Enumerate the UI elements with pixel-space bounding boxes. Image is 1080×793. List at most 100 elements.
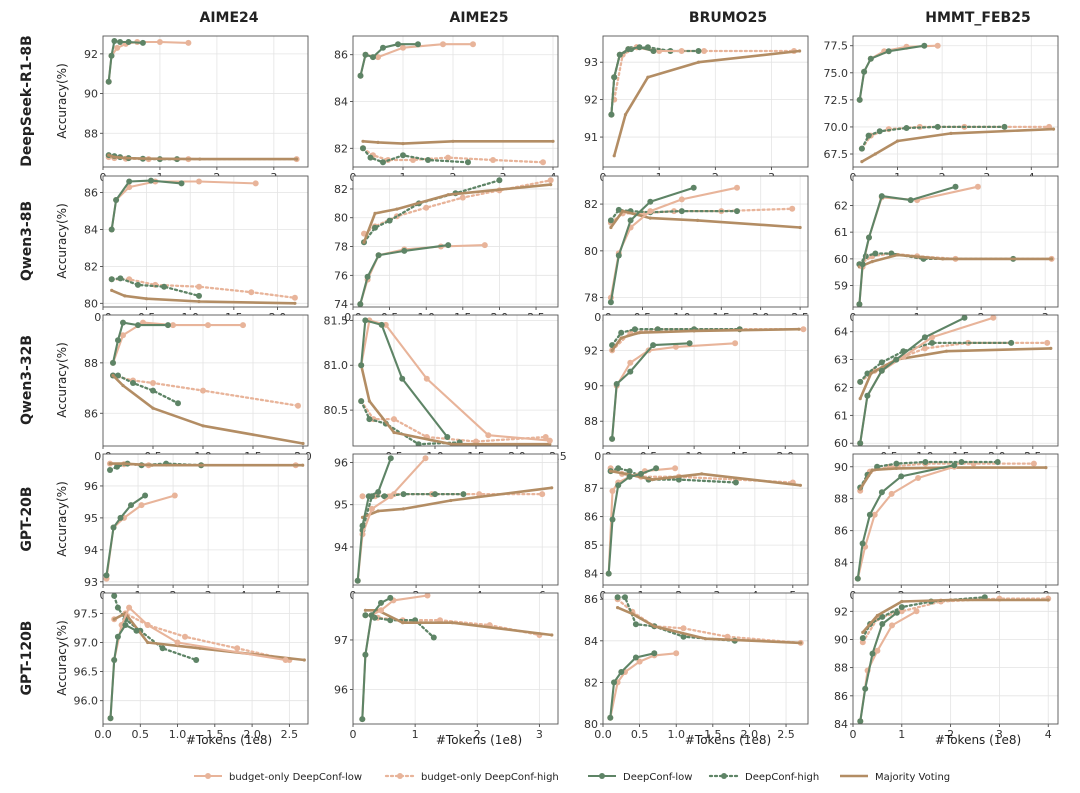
y-tick-label: 96.5 [74,666,99,679]
data-point-deepconf-low [690,184,697,191]
row-title-deepseek-r1-8b: DeepSeek-R1-8B [19,35,35,167]
y-axis-label: Accuracy(%) [55,342,69,418]
panel-frame [352,592,559,725]
panel-3-0: 01234593949596 [84,453,309,602]
x-tick-label: 1 [898,728,905,741]
y-tick-label: 88 [834,493,848,506]
data-point-deepconf-high [358,398,365,405]
data-point-deepconf-low [611,74,618,81]
y-tick-label: 84 [834,557,848,570]
data-point-budget-only-deepconf-high [1044,339,1051,346]
y-axis-label: Accuracy(%) [55,203,69,279]
y-tick-label: 96.0 [74,695,99,708]
data-point-deepconf-low [139,39,146,46]
series-group [854,459,1048,582]
y-tick-label: 64 [834,326,848,339]
y-tick-label: 88 [84,357,98,370]
data-point-budget-only-deepconf-high [789,205,796,212]
data-point-majority-voting [949,598,953,602]
y-tick-label: 60 [834,253,848,266]
data-point-deepconf-high [130,380,136,386]
data-point-budget-only-deepconf-low [185,39,192,46]
data-point-deepconf-high [876,128,883,135]
panel-grid: 01238890920123482848601239192930123467.5… [74,35,1059,741]
data-point-deepconf-high [929,339,936,346]
series-group [357,177,554,307]
x-tick-label: 3 [996,728,1003,741]
data-point-deepconf-low [866,234,872,241]
data-point-budget-only-deepconf-low [114,44,121,51]
data-point-deepconf-low [878,489,885,496]
data-point-majority-voting [395,207,399,211]
data-point-deepconf-high [432,491,438,498]
y-tick-label: 80 [334,212,348,225]
y-tick-label: 84 [584,568,598,581]
data-point-budget-only-deepconf-high [291,294,298,301]
y-tick-label: 72.5 [824,94,849,107]
data-point-deepconf-high [381,493,388,500]
y-tick-label: 62 [834,199,848,212]
data-point-deepconf-high [857,378,864,385]
data-point-deepconf-low [133,627,140,634]
data-point-deepconf-high [607,217,614,224]
data-point-majority-voting [363,608,367,612]
data-point-deepconf-high [161,283,168,290]
data-point-majority-voting [302,658,306,662]
y-tick-label: 77.5 [824,40,849,53]
data-point-deepconf-low [898,473,905,480]
panel-3-1: 0246949596 [334,453,559,602]
panel-frame [602,175,809,308]
data-point-budget-only-deepconf-high [200,387,206,394]
data-point-deepconf-low [878,367,885,374]
data-point-deepconf-low [607,299,614,306]
data-point-majority-voting [451,139,455,143]
data-point-deepconf-low [111,657,118,663]
y-tick-label: 94 [84,544,98,557]
data-point-majority-voting [798,49,802,53]
x-tick-label: 0.5 [631,728,649,741]
col-title-aime25: AIME25 [449,10,508,26]
data-point-majority-voting [549,183,553,187]
series-group [108,177,298,305]
y-axis-label: Accuracy(%) [55,63,69,139]
y-tick-label: 96 [84,480,98,493]
panel-frame [852,175,1059,308]
panel-4-1: 0 1 2 3 96 97 [334,592,559,741]
data-point-budget-only-deepconf-high [898,608,905,615]
panel-frame [852,453,1059,586]
series-line-deepconf-low [859,316,965,444]
data-point-majority-voting [798,225,802,230]
data-point-majority-voting [624,472,628,476]
data-point-majority-voting [1046,598,1050,602]
data-point-majority-voting [1050,257,1054,261]
data-point-deepconf-low [651,650,658,657]
data-point-deepconf-low [625,46,632,53]
row-title-gpt-20b: GPT-20B [19,486,35,551]
panel-1-2: 0.00.51.01.52.02.5788082 [584,175,809,324]
y-tick-label: 90 [834,633,848,646]
panel-frame [852,592,1059,725]
panel-0-2: 0123919293 [584,35,809,184]
data-point-deepconf-low [856,301,863,307]
y-tick-label: 94 [334,541,348,554]
data-point-majority-voting [198,646,202,650]
legend-label-deepconf-low: DeepConf-low [623,772,692,783]
data-point-majority-voting [107,153,111,157]
x-tick-label: 0 [850,728,857,741]
data-point-budget-only-deepconf-low [934,42,941,49]
data-point-budget-only-deepconf-low [913,608,920,615]
x-axis-labels: #Tokens (1e8) #Tokens (1e8) #Tokens (1e8… [186,733,1021,747]
y-tick-label: 97.5 [74,607,99,620]
x-axis-label: #Tokens (1e8) [436,733,522,747]
data-point-deepconf-low [357,301,364,307]
legend-marker-budget-low [205,773,211,779]
data-point-deepconf-high [107,467,113,473]
y-tick-label: 96 [334,456,348,469]
data-point-deepconf-high [678,208,685,215]
panel-2-3: 0.51.01.52.02.56061626364 [834,314,1059,463]
data-point-majority-voting [894,466,899,470]
row-title-qwen3-8b: Qwen3-8B [19,201,35,281]
col-title-aime24: AIME24 [199,10,258,26]
data-point-deepconf-low [615,482,622,489]
y-tick-label: 67.5 [824,148,849,161]
